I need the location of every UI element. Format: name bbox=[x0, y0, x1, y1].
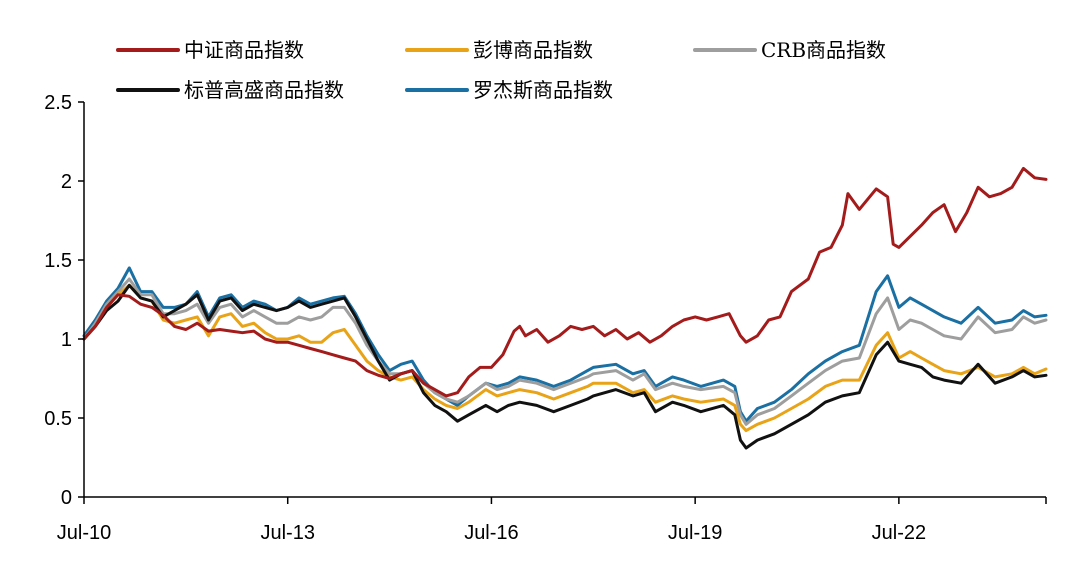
legend-item-3: 标普高盛商品指数 bbox=[116, 78, 344, 102]
legend-label: 中证商品指数 bbox=[184, 38, 304, 62]
y-tick-label: 0.5 bbox=[44, 408, 72, 430]
legend-item-2: CRB商品指数 bbox=[693, 38, 886, 62]
y-tick-label: 2 bbox=[61, 171, 72, 193]
series-line-0 bbox=[82, 166, 1048, 398]
legend-label: 彭博商品指数 bbox=[473, 38, 593, 62]
legend-label: CRB商品指数 bbox=[761, 38, 886, 62]
series-line-3 bbox=[82, 283, 1048, 450]
y-tick-label: 1.5 bbox=[44, 250, 72, 272]
y-axis-ticks: 0 0.5 1 1.5 2 2.5 bbox=[44, 92, 84, 509]
x-tick-label: Jul-22 bbox=[872, 522, 926, 544]
series-line-4 bbox=[82, 266, 1048, 423]
series-line-2 bbox=[82, 277, 1048, 426]
series-line-1 bbox=[82, 283, 1048, 433]
y-tick-label: 0 bbox=[61, 487, 72, 509]
axes bbox=[83, 102, 1046, 498]
legend-label: 标普高盛商品指数 bbox=[184, 78, 344, 102]
x-tick-label: Jul-16 bbox=[464, 522, 518, 544]
x-tick-label: Jul-10 bbox=[57, 522, 111, 544]
legend-item-4: 罗杰斯商品指数 bbox=[405, 78, 613, 102]
x-axis-ticks: Jul-10 Jul-13 Jul-16 Jul-19 Jul-22 bbox=[57, 497, 1047, 544]
legend-label: 罗杰斯商品指数 bbox=[473, 78, 613, 102]
legend-item-1: 彭博商品指数 bbox=[405, 38, 593, 62]
x-tick-label: Jul-13 bbox=[260, 522, 314, 544]
series-layer bbox=[82, 166, 1048, 450]
x-tick-label: Jul-19 bbox=[668, 522, 722, 544]
y-tick-label: 2.5 bbox=[44, 92, 72, 114]
y-tick-label: 1 bbox=[61, 329, 72, 351]
legend-item-0: 中证商品指数 bbox=[116, 38, 304, 62]
